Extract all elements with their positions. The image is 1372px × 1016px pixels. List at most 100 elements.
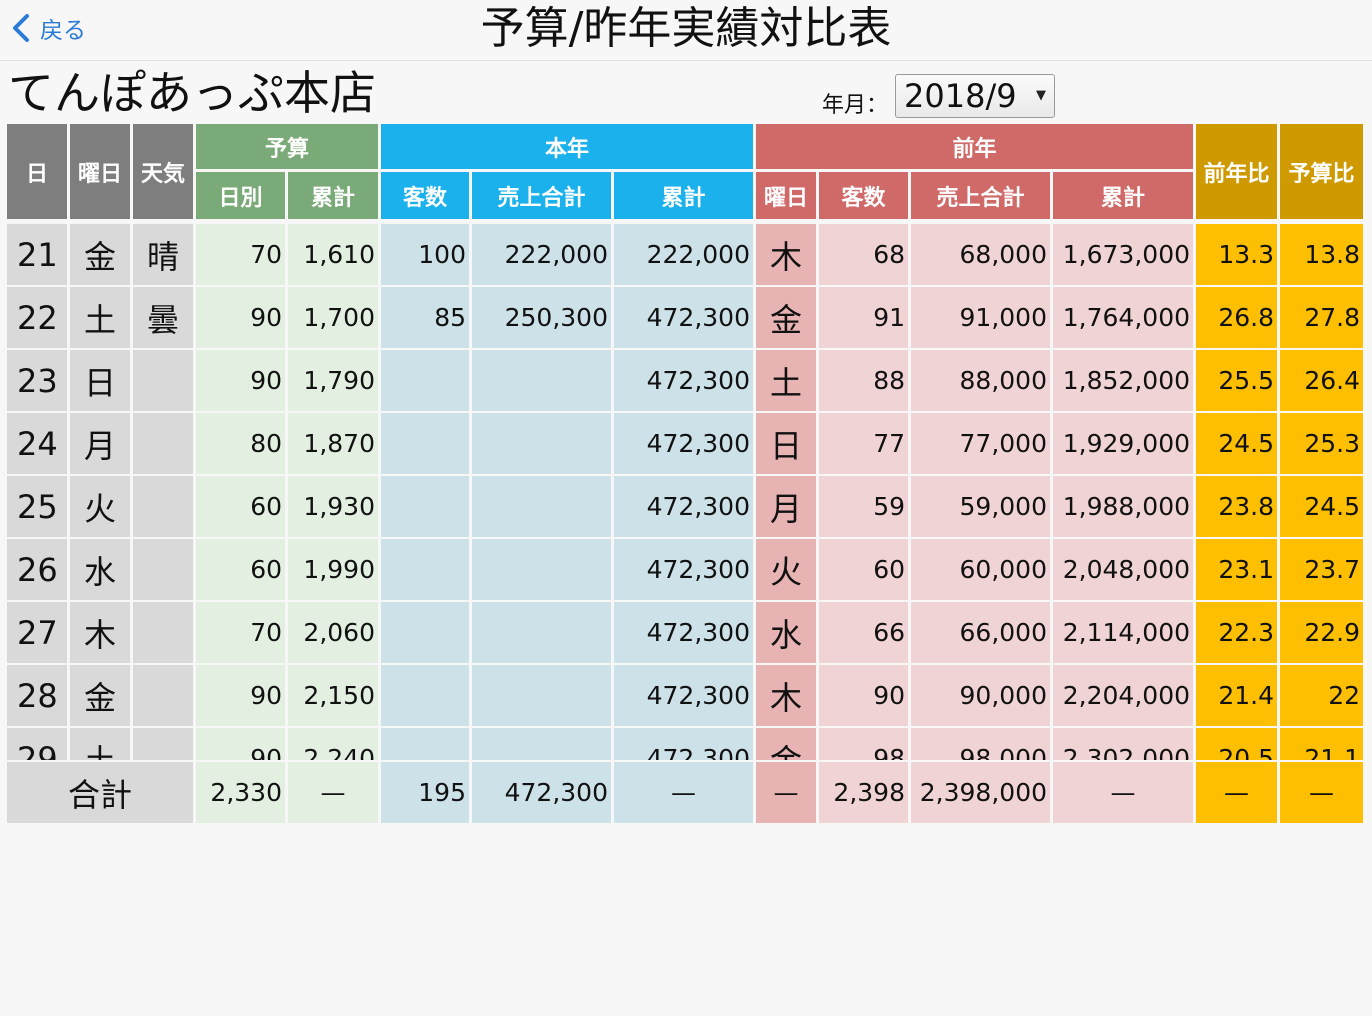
cell-weather — [133, 728, 193, 760]
table-row: 23 日 90 1,790 472,300 土 88 88,000 1,852,000 25.5 2… — [0, 350, 1372, 413]
cell-last-year-sales: 91,000 — [911, 287, 1050, 348]
cell-vs-last-year: 25.5 — [1196, 350, 1277, 411]
cell-day: 23 — [7, 350, 67, 411]
cell-customers — [381, 476, 469, 537]
cell-day: 21 — [7, 224, 67, 285]
cell-vs-budget: 22 — [1280, 665, 1363, 726]
cell-vs-last-year: 13.3 — [1196, 224, 1277, 285]
cell-budget-daily: 70 — [196, 224, 285, 285]
cell-vs-budget: 24.5 — [1280, 476, 1363, 537]
cell-last-year-cumulative: 1,673,000 — [1053, 224, 1193, 285]
cell-vs-budget: 27.8 — [1280, 287, 1363, 348]
cell-sales-cumulative: 472,300 — [614, 539, 753, 600]
cell-weekday: 月 — [70, 413, 130, 474]
header-this-year-group: 本年 — [381, 124, 753, 169]
cell-weather — [133, 602, 193, 663]
page-title: 予算/昨年実績対比表 — [480, 3, 892, 54]
cell-day: 26 — [7, 539, 67, 600]
header-budget-daily: 日別 — [196, 172, 285, 219]
cell-sales — [472, 476, 611, 537]
totals-row: 合計 2,330 — 195 472,300 — — 2,398 2,398,0… — [0, 762, 1372, 823]
table-row: 27 木 70 2,060 472,300 水 66 66,000 2,114,000 22.3 2… — [0, 602, 1372, 665]
cell-weather — [133, 413, 193, 474]
cell-vs-last-year: 21.4 — [1196, 665, 1277, 726]
cell-last-year-sales: 77,000 — [911, 413, 1050, 474]
table-row: 26 水 60 1,990 472,300 火 60 60,000 2,048,000 23.1 2… — [0, 539, 1372, 602]
cell-last-year-weekday: 木 — [756, 224, 816, 285]
cell-weekday: 水 — [70, 539, 130, 600]
cell-weather: 晴 — [133, 224, 193, 285]
header-weekday: 曜日 — [70, 124, 130, 219]
cell-last-year-customers: 59 — [819, 476, 908, 537]
cell-last-year-sales: 66,000 — [911, 602, 1050, 663]
cell-last-year-weekday: 土 — [756, 350, 816, 411]
cell-vs-budget: 26.4 — [1280, 350, 1363, 411]
cell-budget-cumulative: 1,610 — [288, 224, 378, 285]
cell-last-year-customers: 60 — [819, 539, 908, 600]
totals-last-year-customers: 2,398 — [819, 762, 908, 823]
cell-weather: 曇 — [133, 287, 193, 348]
cell-sales-cumulative: 472,300 — [614, 602, 753, 663]
cell-weekday: 金 — [70, 224, 130, 285]
cell-sales-cumulative: 472,300 — [614, 476, 753, 537]
cell-sales — [472, 665, 611, 726]
cell-sales-cumulative: 472,300 — [614, 728, 753, 760]
cell-last-year-cumulative: 2,114,000 — [1053, 602, 1193, 663]
cell-sales-cumulative: 472,300 — [614, 350, 753, 411]
cell-last-year-cumulative: 1,988,000 — [1053, 476, 1193, 537]
back-button[interactable]: 戻る — [8, 10, 86, 46]
cell-budget-cumulative: 2,150 — [288, 665, 378, 726]
totals-last-year-cumulative: — — [1053, 762, 1193, 823]
cell-weather — [133, 539, 193, 600]
cell-last-year-cumulative: 1,764,000 — [1053, 287, 1193, 348]
header-budget-group: 予算 — [196, 124, 378, 169]
cell-last-year-cumulative: 2,204,000 — [1053, 665, 1193, 726]
cell-day: 28 — [7, 665, 67, 726]
cell-vs-last-year: 23.8 — [1196, 476, 1277, 537]
cell-sales-cumulative: 472,300 — [614, 287, 753, 348]
triangle-down-icon: ▼ — [1036, 88, 1046, 103]
cell-day: 27 — [7, 602, 67, 663]
cell-last-year-weekday: 金 — [756, 287, 816, 348]
totals-budget-cumulative: — — [288, 762, 378, 823]
chevron-left-icon — [13, 14, 29, 42]
cell-customers — [381, 413, 469, 474]
totals-budget: 2,330 — [196, 762, 285, 823]
cell-budget-cumulative: 1,870 — [288, 413, 378, 474]
cell-weather — [133, 350, 193, 411]
cell-weather — [133, 665, 193, 726]
header-last-year-weekday: 曜日 — [756, 172, 816, 219]
cell-vs-budget: 23.7 — [1280, 539, 1363, 600]
cell-weekday: 日 — [70, 350, 130, 411]
totals-customers: 195 — [381, 762, 469, 823]
cell-last-year-customers: 90 — [819, 665, 908, 726]
year-month-select[interactable]: 2018/9 ▼ — [895, 74, 1055, 118]
cell-last-year-customers: 98 — [819, 728, 908, 760]
cell-last-year-cumulative: 1,929,000 — [1053, 413, 1193, 474]
cell-vs-last-year: 26.8 — [1196, 287, 1277, 348]
totals-last-year-sales: 2,398,000 — [911, 762, 1050, 823]
cell-customers — [381, 602, 469, 663]
cell-last-year-sales: 88,000 — [911, 350, 1050, 411]
header-this-year-sales: 売上合計 — [472, 172, 611, 219]
cell-budget-cumulative: 1,930 — [288, 476, 378, 537]
cell-vs-budget: 13.8 — [1280, 224, 1363, 285]
header-weather: 天気 — [133, 124, 193, 219]
cell-weekday: 木 — [70, 602, 130, 663]
cell-last-year-sales: 60,000 — [911, 539, 1050, 600]
cell-sales-cumulative: 472,300 — [614, 665, 753, 726]
cell-vs-budget: 21.1 — [1280, 728, 1363, 760]
cell-last-year-customers: 68 — [819, 224, 908, 285]
header-budget-cumulative: 累計 — [288, 172, 378, 219]
cell-last-year-weekday: 水 — [756, 602, 816, 663]
totals-label: 合計 — [7, 762, 193, 823]
header-vs-last-year: 前年比 — [1196, 124, 1277, 219]
header-day: 日 — [7, 124, 67, 219]
cell-sales-cumulative: 222,000 — [614, 224, 753, 285]
cell-day: 24 — [7, 413, 67, 474]
table-row: 22 土曇 90 1,700 85 250,300 472,300 金 91 91,000 1,76… — [0, 287, 1372, 350]
cell-weekday: 金 — [70, 665, 130, 726]
table-body[interactable]: 21 金晴 70 1,610 100 222,000 222,000 木 68 68,000 1,6… — [0, 224, 1372, 760]
cell-last-year-cumulative: 1,852,000 — [1053, 350, 1193, 411]
cell-customers: 100 — [381, 224, 469, 285]
